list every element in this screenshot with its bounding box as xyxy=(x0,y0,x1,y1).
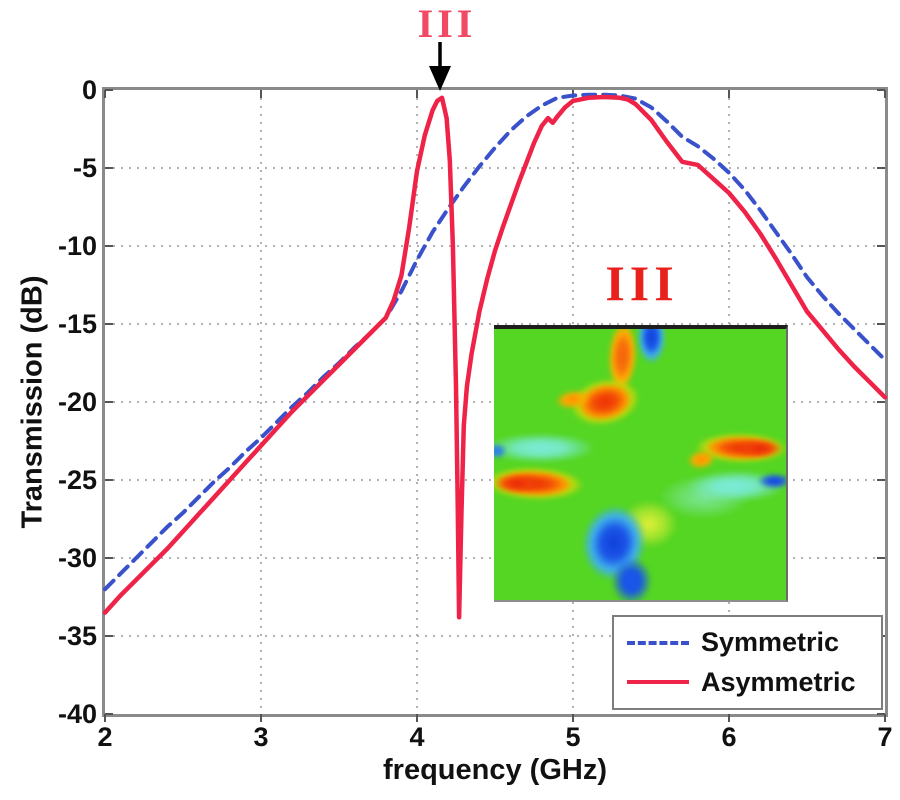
asymmetric-solid-line-sample xyxy=(627,680,689,685)
legend: Symmetric Asymmetric xyxy=(612,615,883,710)
heatmap-blob-blue-top-streak xyxy=(637,329,667,365)
legend-item-symmetric: Symmetric xyxy=(627,629,881,656)
y-tick-label: -25 xyxy=(57,465,97,495)
inset-label: III xyxy=(605,255,679,311)
heatmap-blob-blue-dot-left xyxy=(494,442,508,460)
legend-label-symmetric: Symmetric xyxy=(701,627,840,658)
heatmap-blob-blue-bottom-tail xyxy=(610,556,652,600)
y-tick-label: -40 xyxy=(57,699,97,729)
x-tick-label: 4 xyxy=(409,722,425,752)
x-tick-label: 3 xyxy=(253,722,269,752)
legend-item-asymmetric: Asymmetric xyxy=(627,666,881,697)
resonance-marker-label: III xyxy=(417,1,477,46)
y-tick-label: 0 xyxy=(81,75,97,105)
series-symmetric xyxy=(103,92,887,592)
x-axis-label: frequency (GHz) xyxy=(383,754,607,786)
heatmap-blob-orange-tip-right xyxy=(685,447,718,471)
y-tick-label: -15 xyxy=(57,309,97,339)
y-tick-label: -10 xyxy=(57,231,97,261)
x-tick-label: 5 xyxy=(565,722,581,752)
resonance-arrow-icon xyxy=(429,42,451,91)
y-tick-label: -35 xyxy=(57,621,97,651)
x-tick-label: 7 xyxy=(877,722,893,752)
symmetric-dashed-line-sample xyxy=(627,640,689,645)
heatmap-blob-red-core-right xyxy=(736,438,784,458)
legend-label-asymmetric: Asymmetric xyxy=(701,666,856,697)
series-asymmetric xyxy=(102,94,888,620)
heatmap-blob-red-core-left xyxy=(494,473,541,493)
heatmap-blob-cyan-left-band xyxy=(494,433,597,464)
y-tick-label: -5 xyxy=(72,153,97,183)
heatmap-blob-blue-right-dot xyxy=(756,472,786,489)
inset-heatmap xyxy=(494,325,788,602)
y-tick-label: -20 xyxy=(57,387,97,417)
x-tick-label: 6 xyxy=(721,722,737,752)
y-tick-label: -30 xyxy=(57,543,97,573)
x-tick-label: 2 xyxy=(97,722,113,752)
